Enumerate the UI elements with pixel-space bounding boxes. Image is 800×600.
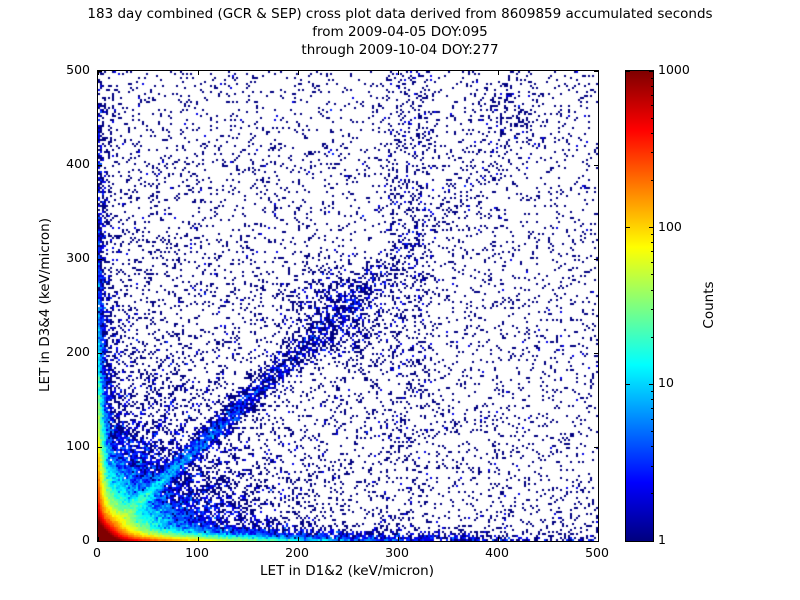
chart-title-line1: 183 day combined (GCR & SEP) cross plot … bbox=[87, 6, 713, 22]
x-tick bbox=[497, 537, 499, 541]
colorbar-minor-tick bbox=[651, 430, 653, 432]
chart-title-line3: through 2009-10-04 DOY:277 bbox=[301, 42, 499, 58]
x-axis-label: LET in D1&2 (keV/micron) bbox=[260, 563, 434, 579]
colorbar-minor-tick bbox=[651, 446, 653, 448]
x-tick-label: 500 bbox=[585, 545, 609, 560]
y-tick bbox=[98, 164, 102, 166]
colorbar-tick bbox=[649, 70, 653, 72]
y-tick-label: 400 bbox=[66, 156, 90, 171]
colorbar-minor-tick bbox=[651, 274, 653, 276]
colorbar-minor-tick bbox=[651, 399, 653, 401]
y-tick-right bbox=[594, 258, 598, 260]
colorbar-minor-tick bbox=[651, 234, 653, 236]
x-tick-top bbox=[297, 71, 299, 75]
colorbar-tick-label: 100 bbox=[658, 218, 682, 234]
x-tick-label: 400 bbox=[485, 545, 509, 560]
colorbar-tick bbox=[649, 227, 653, 229]
y-tick bbox=[98, 352, 102, 354]
x-tick bbox=[597, 537, 599, 541]
colorbar-minor-tick bbox=[651, 132, 653, 134]
colorbar-minor-tick bbox=[651, 418, 653, 420]
y-tick-right bbox=[594, 70, 598, 72]
x-tick-top bbox=[397, 71, 399, 75]
colorbar-tick bbox=[626, 383, 630, 385]
colorbar-minor-tick bbox=[651, 251, 653, 253]
y-tick-right bbox=[594, 352, 598, 354]
colorbar-minor-tick bbox=[651, 408, 653, 410]
y-tick-label: 500 bbox=[66, 62, 90, 77]
colorbar-tick bbox=[626, 70, 630, 72]
colorbar-minor-tick bbox=[651, 180, 653, 181]
y-tick bbox=[98, 540, 102, 542]
colorbar-minor-tick bbox=[651, 85, 653, 87]
y-tick-right bbox=[594, 540, 598, 542]
colorbar-minor-tick bbox=[651, 309, 653, 311]
colorbar-tick-label: 1 bbox=[658, 532, 666, 547]
x-tick bbox=[97, 537, 99, 541]
colorbar-minor-tick bbox=[651, 152, 653, 154]
y-tick-right bbox=[594, 446, 598, 448]
colorbar-minor-tick bbox=[651, 336, 653, 338]
x-tick-top bbox=[197, 71, 199, 75]
x-tick-label: 300 bbox=[385, 545, 409, 560]
x-tick-top bbox=[597, 71, 599, 75]
x-tick bbox=[297, 537, 299, 541]
colorbar-tick-label: 1000 bbox=[658, 62, 690, 77]
colorbar-minor-tick bbox=[651, 117, 653, 119]
colorbar-minor-tick bbox=[651, 391, 653, 392]
colorbar-tick bbox=[626, 540, 630, 542]
colorbar-minor-tick bbox=[651, 465, 653, 467]
colorbar-tick bbox=[649, 540, 653, 542]
x-tick-top bbox=[497, 71, 499, 75]
y-tick-right bbox=[594, 164, 598, 166]
plot-area bbox=[97, 70, 599, 542]
colorbar-minor-tick bbox=[651, 94, 653, 96]
colorbar-tick-label: 10 bbox=[658, 375, 674, 391]
x-tick-top bbox=[97, 71, 99, 75]
y-tick-label: 0 bbox=[82, 532, 90, 547]
x-tick-label: 100 bbox=[185, 545, 209, 560]
colorbar-minor-tick bbox=[651, 289, 653, 291]
x-tick-label: 0 bbox=[93, 545, 101, 560]
y-tick-label: 100 bbox=[66, 438, 90, 453]
chart-title-line2: from 2009-04-05 DOY:095 bbox=[312, 24, 488, 40]
y-tick-label: 200 bbox=[66, 344, 90, 359]
y-tick-label: 300 bbox=[66, 250, 90, 265]
colorbar-minor-tick bbox=[651, 77, 653, 79]
colorbar-minor-tick bbox=[651, 261, 653, 263]
x-tick bbox=[397, 537, 399, 541]
colorbar-minor-tick bbox=[651, 105, 653, 107]
colorbar-minor-tick bbox=[651, 493, 653, 495]
y-tick bbox=[98, 70, 102, 72]
colorbar bbox=[625, 70, 654, 542]
y-tick bbox=[98, 446, 102, 448]
y-tick bbox=[98, 258, 102, 260]
colorbar-tick bbox=[626, 227, 630, 229]
colorbar-minor-tick bbox=[651, 242, 653, 244]
scatter-canvas bbox=[98, 71, 598, 541]
colorbar-tick bbox=[649, 383, 653, 385]
x-tick-label: 200 bbox=[285, 545, 309, 560]
y-axis-label: LET in D3&4 (keV/micron) bbox=[37, 218, 53, 392]
x-tick bbox=[197, 537, 199, 541]
colorbar-label: Counts bbox=[701, 281, 717, 329]
